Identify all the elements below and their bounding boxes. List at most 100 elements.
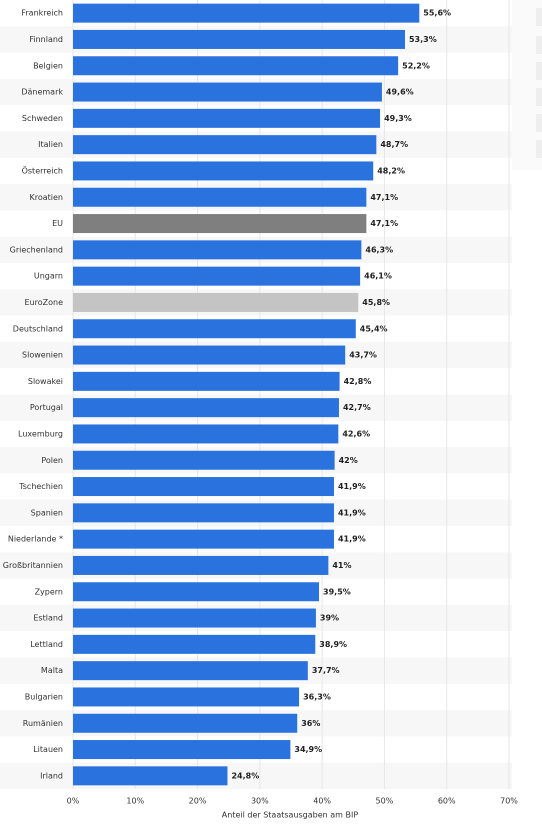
- y-tick-label: Österreich: [22, 165, 63, 175]
- y-tick-label: Slowakei: [28, 377, 63, 386]
- value-label: 24,8%: [231, 771, 259, 780]
- x-tick-label: 50%: [376, 797, 394, 806]
- bar: [73, 371, 340, 391]
- bar: [73, 108, 381, 128]
- y-tick-label: EU: [52, 219, 63, 228]
- bar: [73, 319, 356, 339]
- value-label: 42,7%: [343, 403, 371, 412]
- bar: [73, 135, 377, 155]
- value-label: 36%: [301, 719, 320, 728]
- value-label: 49,6%: [386, 88, 414, 97]
- bar: [73, 661, 308, 681]
- bar: [73, 292, 359, 312]
- bar: [73, 214, 367, 234]
- value-label: 48,2%: [377, 166, 405, 175]
- bar: [73, 582, 320, 602]
- value-label: 46,1%: [364, 272, 392, 281]
- y-tick-label: Deutschland: [13, 324, 63, 333]
- y-tick-label: EuroZone: [25, 298, 64, 307]
- value-label: 42,8%: [344, 377, 372, 386]
- value-label: 47,1%: [370, 193, 398, 202]
- bar: [73, 529, 334, 549]
- bar: [73, 608, 316, 628]
- value-label: 42,6%: [342, 429, 370, 438]
- y-tick-label: Finnland: [29, 35, 63, 44]
- y-tick-label: Rumänien: [23, 719, 63, 728]
- value-label: 39%: [320, 614, 339, 623]
- value-label: 41%: [332, 561, 351, 570]
- y-tick-label: Ungarn: [34, 272, 63, 281]
- value-label: 53,3%: [409, 35, 437, 44]
- value-label: 42%: [339, 456, 358, 465]
- value-label: 37,7%: [312, 666, 340, 675]
- x-tick-label: 10%: [126, 797, 144, 806]
- y-tick-label: Frankreich: [21, 9, 63, 18]
- y-tick-label: Zypern: [35, 587, 63, 596]
- value-label: 36,3%: [303, 692, 331, 701]
- y-tick-label: Portugal: [30, 403, 63, 412]
- bar: [73, 29, 405, 49]
- y-tick-label: Estland: [33, 614, 63, 623]
- x-tick-label: 40%: [313, 797, 331, 806]
- y-tick-label: Niederlande *: [8, 535, 63, 544]
- y-tick-label: Irland: [40, 771, 63, 780]
- value-label: 48,7%: [380, 140, 408, 149]
- y-tick-label: Lettland: [30, 640, 63, 649]
- bar: [73, 266, 361, 286]
- value-label: 41,9%: [338, 535, 366, 544]
- value-label: 41,9%: [338, 482, 366, 491]
- y-tick-label: Polen: [41, 456, 63, 465]
- bar: [73, 82, 382, 102]
- bar: [73, 555, 329, 575]
- bar: [73, 477, 334, 497]
- value-label: 38,9%: [319, 640, 347, 649]
- y-tick-label: Dänemark: [21, 88, 63, 97]
- bar: [73, 56, 399, 76]
- bar: [73, 398, 339, 418]
- y-tick-label: Luxemburg: [18, 429, 63, 438]
- bar: [73, 634, 316, 654]
- value-label: 55,6%: [423, 9, 451, 18]
- y-tick-label: Tschechien: [18, 482, 63, 491]
- value-label: 47,1%: [370, 219, 398, 228]
- bar: [73, 3, 420, 23]
- bar: [73, 450, 335, 470]
- value-label: 45,8%: [362, 298, 390, 307]
- x-tick-label: 30%: [251, 797, 269, 806]
- y-tick-label: Großbritannien: [3, 561, 63, 570]
- x-tick-label: 0%: [67, 797, 80, 806]
- value-label: 34,9%: [294, 745, 322, 754]
- y-tick-label: Italien: [38, 140, 63, 149]
- bar: [73, 503, 334, 523]
- y-tick-label: Kroatien: [29, 193, 63, 202]
- y-tick-label: Spanien: [31, 508, 63, 517]
- value-label: 46,3%: [365, 245, 393, 254]
- y-tick-label: Bulgarien: [25, 692, 63, 701]
- bar: [73, 424, 339, 444]
- value-label: 43,7%: [349, 351, 377, 360]
- y-tick-label: Belgien: [33, 61, 63, 70]
- y-tick-label: Malta: [41, 666, 63, 675]
- x-tick-label: 70%: [500, 797, 518, 806]
- y-tick-label: Slowenien: [22, 351, 63, 360]
- bar: [73, 740, 291, 760]
- x-tick-label: 20%: [189, 797, 207, 806]
- bar: [73, 766, 228, 786]
- bar: [73, 687, 300, 707]
- bar: [73, 345, 346, 365]
- bar: [73, 161, 374, 181]
- x-tick-label: 60%: [438, 797, 456, 806]
- bar: [73, 187, 367, 207]
- value-label: 52,2%: [402, 61, 430, 70]
- y-tick-label: Litauen: [33, 745, 63, 754]
- bar: [73, 240, 362, 260]
- y-tick-label: Schweden: [22, 114, 63, 123]
- value-label: 39,5%: [323, 587, 351, 596]
- value-label: 45,4%: [360, 324, 388, 333]
- value-label: 49,3%: [384, 114, 412, 123]
- value-label: 41,9%: [338, 508, 366, 517]
- bar: [73, 713, 298, 733]
- x-axis-title: Anteil der Staatsausgaben am BIP: [222, 811, 359, 820]
